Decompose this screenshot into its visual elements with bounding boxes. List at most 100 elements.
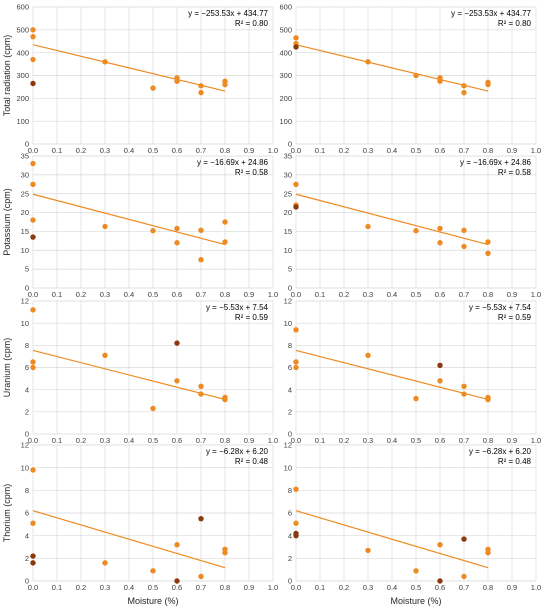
y-axis-label: Total radiation (cpm) [2,35,12,117]
x-tick-label: 0.7 [196,583,206,592]
trendline [32,193,226,246]
outlier-point [174,578,180,584]
y-tick-label: 20 [284,208,292,217]
x-tick-label: 0.0 [291,583,301,592]
chart-panel-6: 0.0 0.1 0.2 0.3 0.4 0.5 0.6 0.7 0.8 0.9 1.0 0 2 4 6 8 10… [284,297,542,445]
x-tick-label: 0.5 [411,436,421,445]
x-tick-label: 0.8 [483,146,493,155]
trend-equation: y = −253.53x + 434.77 [451,9,531,18]
y-tick-label: 10 [284,319,292,328]
y-tick-label: 12 [21,441,29,450]
x-tick-label: 0.5 [148,290,158,299]
data-point [485,81,491,88]
data-point [293,359,299,365]
trend-equation: y = −5.53x + 7.54 [469,303,532,312]
trendline [32,44,226,92]
data-point [30,181,36,187]
x-tick-label: 0.1 [315,436,325,445]
x-tick-label: 0.7 [459,436,469,445]
y-tick-label: 400 [16,48,29,57]
x-tick-label: 0.7 [459,583,469,592]
x-tick-label: 0.9 [244,290,254,299]
data-point [437,542,443,548]
x-tick-label: 0.6 [172,146,182,155]
data-point [198,573,204,580]
data-point [150,85,156,91]
r-squared: R² = 0.59 [235,313,269,322]
outlier-point [293,532,299,539]
y-tick-label: 0 [288,577,292,586]
y-tick-label: 2 [25,554,29,563]
x-tick-label: 0.1 [52,583,62,592]
x-tick-label: 0.5 [148,146,158,155]
data-point [413,568,419,574]
x-tick-label: 0.3 [363,290,373,299]
x-tick-label: 0.3 [100,290,110,299]
data-point [365,352,371,359]
y-tick-label: 0 [288,284,292,293]
x-tick-label: 0.7 [196,290,206,299]
data-point [293,327,299,333]
data-point [174,542,180,548]
x-tick-label: 0.4 [387,290,397,299]
data-point [198,227,204,233]
data-point [174,378,180,384]
chart-panel-7: 0.0 0.1 0.2 0.3 0.4 0.5 0.6 0.7 0.8 0.9 1.0 0 2 4 6 8 10… [2,441,278,606]
x-tick-label: 0.2 [76,146,86,155]
outlier-point [198,515,204,522]
x-tick-label: 0.1 [315,290,325,299]
y-tick-label: 4 [25,385,29,394]
x-tick-label: 0.9 [507,436,517,445]
y-tick-label: 10 [21,319,29,328]
x-tick-label: 0.9 [507,146,517,155]
x-tick-label: 0.3 [100,436,110,445]
y-tick-label: 0 [25,577,29,586]
chart-panel-8: 0.0 0.1 0.2 0.3 0.4 0.5 0.6 0.7 0.8 0.9 1.0 0 2 4 6 8 10… [284,441,542,606]
outlier-point [293,204,299,210]
data-point [293,35,299,41]
chart-panel-4: 0.0 0.1 0.2 0.3 0.4 0.5 0.6 0.7 0.8 0.9 1.0 0 5 10 15 2… [284,152,542,299]
y-tick-label: 0 [25,140,29,149]
data-point [198,89,204,96]
outlier-point [30,553,36,559]
y-tick-label: 8 [288,486,292,495]
x-tick-label: 0.0 [291,436,301,445]
data-point [174,240,180,246]
y-tick-label: 10 [284,246,292,255]
x-tick-label: 0.4 [387,146,397,155]
y-tick-label: 400 [279,48,292,57]
data-point [30,467,36,473]
trendline [295,193,489,246]
x-tick-label: 0.2 [339,436,349,445]
data-point [365,59,371,65]
x-tick-label: 0.0 [291,290,301,299]
trend-equation: y = −16.69x + 24.86 [460,158,531,167]
data-point [102,59,108,65]
x-tick-label: 0.7 [459,290,469,299]
data-point [293,486,299,492]
trendline [32,349,226,401]
r-squared: R² = 0.58 [498,168,532,177]
x-tick-label: 0.1 [52,290,62,299]
data-point [30,359,36,365]
trend-equation: y = −6.28x + 6.20 [206,447,269,456]
data-point [437,78,443,84]
x-tick-label: 0.8 [220,146,230,155]
x-tick-label: 1.0 [531,583,541,592]
data-point [102,352,108,359]
y-tick-label: 0 [288,140,292,149]
outlier-point [437,578,443,584]
data-point [293,364,299,371]
data-point [485,239,491,245]
data-point [222,549,228,556]
data-point [102,223,108,230]
x-tick-label: 0.0 [28,146,38,155]
x-axis-label: Moisture (%) [127,596,178,606]
trendline [295,44,489,92]
x-tick-label: 0.9 [507,583,517,592]
y-axis-label: Potassium (cpm) [2,188,12,256]
data-point [461,243,467,250]
trendline [295,510,489,569]
y-tick-label: 30 [21,170,29,179]
